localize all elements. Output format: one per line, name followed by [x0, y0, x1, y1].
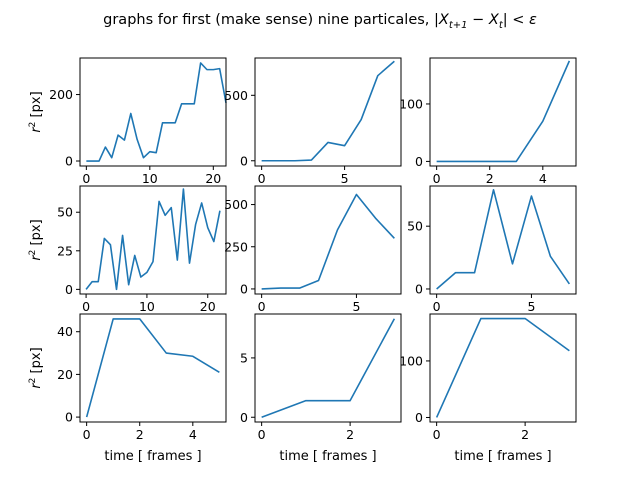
x-tick-label: 2: [136, 427, 144, 442]
series-line: [85, 188, 221, 291]
subplot-8: 0 2 0 5 time [ frames ]: [240, 313, 402, 464]
axes-frame: [254, 313, 402, 423]
figure-title: graphs for first (make sense) nine parti…: [103, 12, 537, 31]
x-tick-label: 5: [527, 299, 535, 314]
x-tick-label: 5: [352, 299, 360, 314]
y-tick-label: 0: [240, 410, 248, 425]
axes-frame: [429, 57, 577, 167]
y-tick-label: 100: [399, 96, 423, 111]
x-axis-label: time [ frames ]: [104, 449, 201, 464]
y-tick-label: 50: [57, 205, 73, 220]
axes-frame: [429, 185, 577, 295]
x-tick-label: 10: [142, 171, 158, 186]
series-line: [261, 60, 395, 162]
y-axis-label: r2 [px]: [28, 347, 44, 388]
y-tick-label: 0: [415, 281, 423, 296]
x-axis-label: time [ frames ]: [454, 449, 551, 464]
x-tick-label: 2: [346, 427, 354, 442]
x-tick-label: 5: [341, 171, 349, 186]
axes-frame: [254, 57, 402, 167]
y-tick-label: 200: [49, 87, 73, 102]
y-tick-label: 0: [65, 154, 73, 169]
axes-frame: [79, 313, 227, 423]
series-line: [85, 318, 220, 418]
axes-frame: [254, 185, 402, 295]
x-tick-label: 0: [258, 299, 266, 314]
y-tick-label: 100: [399, 353, 423, 368]
series-line: [435, 317, 570, 418]
y-axis-label: r2 [px]: [28, 219, 44, 260]
y-tick-label: 0: [65, 282, 73, 297]
figure-title-sub2: t: [499, 20, 504, 31]
figure-title-prefix: graphs for first (make sense) nine parti…: [103, 12, 434, 28]
y-tick-label: 250: [224, 239, 248, 254]
x-tick-label: 2: [521, 427, 529, 442]
x-tick-label: 10: [139, 299, 155, 314]
figure-title-end: | < ε: [503, 12, 537, 28]
y-axis-label: r2 [px]: [28, 91, 44, 132]
subplot-9: 0 2 0 100 time [ frames ]: [399, 313, 577, 464]
y-tick-label: 25: [57, 243, 73, 258]
x-tick-label: 2: [486, 171, 494, 186]
x-tick-label: 0: [433, 427, 441, 442]
x-tick-label: 0: [82, 299, 90, 314]
y-tick-label: 0: [415, 410, 423, 425]
x-tick-label: 4: [189, 427, 197, 442]
figure-title-mid: − X: [468, 12, 500, 28]
x-tick-label: 4: [539, 171, 547, 186]
x-tick-label: 0: [433, 299, 441, 314]
y-tick-label: 5: [240, 350, 248, 365]
series-line: [261, 318, 396, 418]
axes-frame: [79, 185, 227, 295]
figure-title-math: |X: [434, 12, 450, 28]
subplot-5: 0 5 0 250 500: [224, 185, 402, 314]
y-tick-label: 0: [240, 153, 248, 168]
series-line: [86, 62, 227, 162]
axes-frame: [429, 313, 577, 423]
figure-title-sub1: t+1: [449, 20, 468, 31]
x-tick-label: 0: [433, 171, 441, 186]
y-tick-label: 50: [407, 219, 423, 234]
x-tick-label: 20: [200, 299, 216, 314]
y-tick-label: 500: [224, 197, 248, 212]
y-tick-label: 0: [240, 281, 248, 296]
axes-frame: [79, 57, 227, 167]
subplot-3: 0 2 4 0 100: [399, 57, 577, 186]
subplot-4: 0 10 20 0 25 50 r2 [px]: [28, 185, 227, 314]
y-tick-label: 0: [65, 410, 73, 425]
x-tick-label: 0: [83, 427, 91, 442]
y-tick-label: 20: [57, 367, 73, 382]
y-tick-label: 40: [57, 324, 73, 339]
series-line: [261, 193, 395, 290]
y-tick-label: 0: [415, 154, 423, 169]
x-tick-label: 0: [258, 427, 266, 442]
x-axis-label: time [ frames ]: [279, 449, 376, 464]
series-line: [436, 60, 571, 163]
x-tick-label: 0: [82, 171, 90, 186]
series-line: [436, 188, 571, 290]
subplot-2: 0 5 0 500: [224, 57, 402, 186]
x-tick-label: 20: [205, 171, 221, 186]
y-tick-label: 500: [224, 88, 248, 103]
x-tick-label: 0: [258, 171, 266, 186]
